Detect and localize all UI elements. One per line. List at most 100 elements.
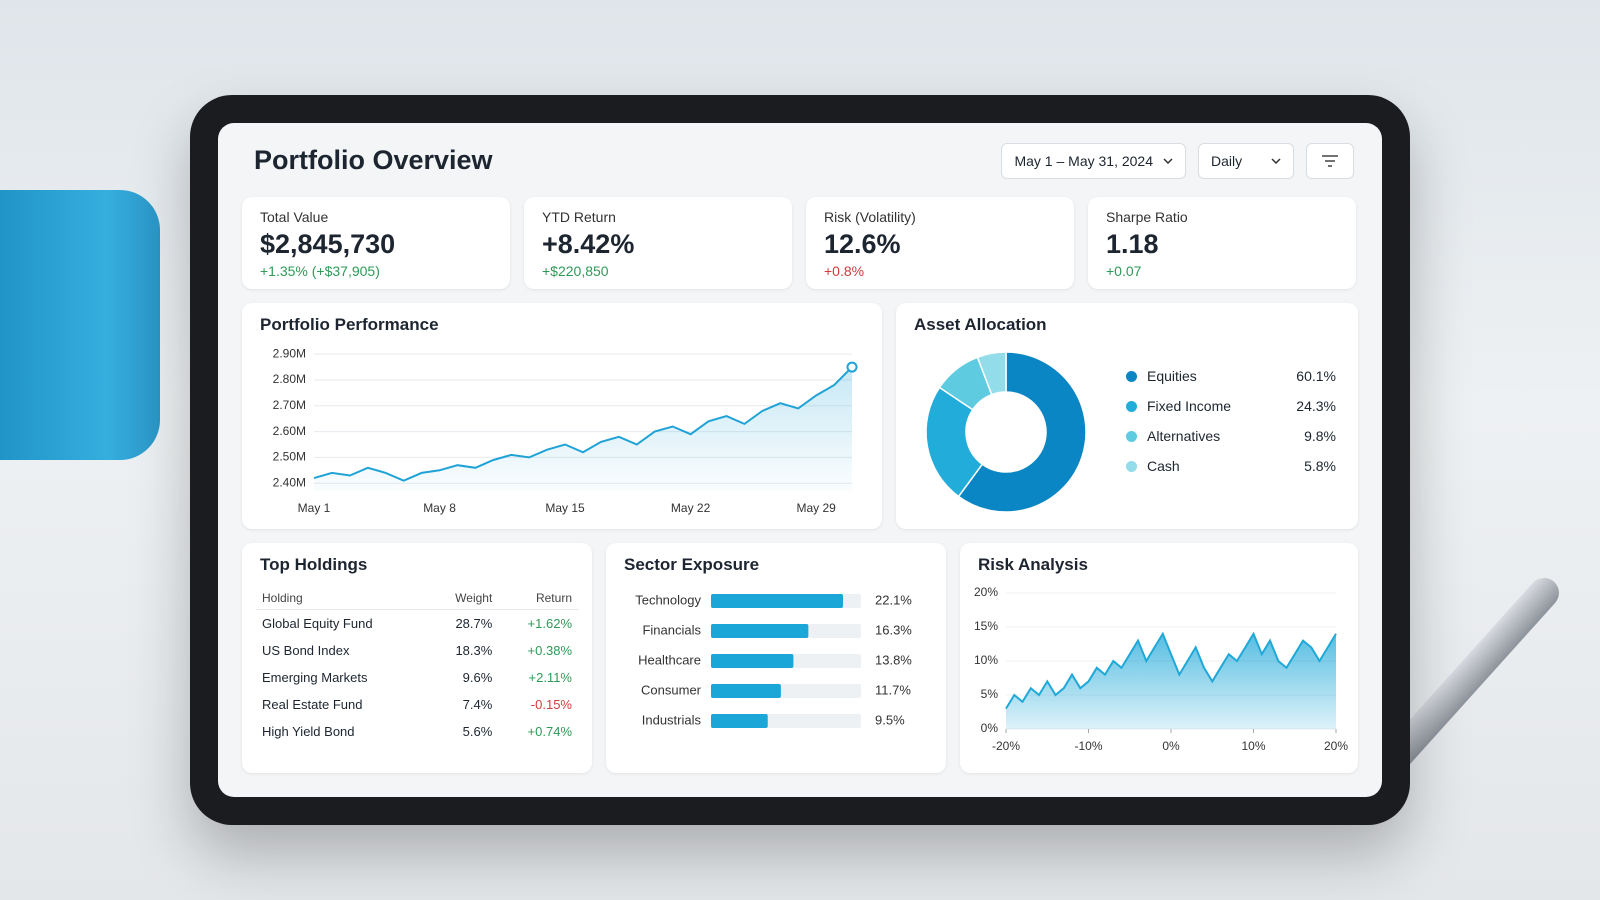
performance-card: Portfolio Performance 2.40M 2.50M 2.60M 2.7… (242, 303, 882, 529)
sector-chart: Technology 22.1% Financials 16.3% Healthcare… (635, 592, 912, 728)
kpi-change: +0.07 (1106, 263, 1142, 279)
bar-label: Financials (642, 622, 701, 637)
table-row: Emerging Markets 9.6% +2.11% (256, 664, 578, 691)
table-cell: 18.3% (455, 643, 493, 658)
tablet: Portfolio Overview May 1 – May 31, 2024 … (190, 95, 1410, 825)
table-row: Real Estate Fund 7.4% -0.15% (256, 691, 578, 718)
bar-label: Healthcare (638, 652, 701, 667)
value-label: 11.7% (875, 682, 911, 697)
card-title: Sector Exposure (624, 555, 760, 574)
performance-chart: 2.40M 2.50M 2.60M 2.70M 2.80M 2.90M May 1 May 8… (273, 346, 858, 515)
bar-label: Technology (635, 592, 701, 607)
table-cell: -0.15% (530, 697, 572, 712)
holdings-table: Holding Weight Return Global Equity Fund 28.… (256, 587, 578, 745)
legend-swatch (1126, 460, 1137, 472)
x-tick-label: 0% (1162, 739, 1180, 753)
table-cell: 28.7% (455, 616, 493, 631)
risk-card: Risk Analysis 0% 5% 10% 15% 20% -20% -10% 0% 10%… (960, 543, 1358, 773)
bar (711, 714, 768, 728)
y-tick-label: 0% (981, 721, 999, 735)
date-range-text: May 1 – May 31, 2024 (1014, 153, 1153, 169)
x-tick-label: May 22 (671, 501, 711, 515)
column-header: Weight (428, 587, 499, 610)
screen: Portfolio Overview May 1 – May 31, 2024 … (218, 123, 1382, 797)
allocation-card: Asset Allocation Equities 60.1% Fixed Inco… (896, 303, 1358, 529)
legend-value: 5.8% (1304, 458, 1336, 474)
y-tick-label: 2.60M (273, 424, 306, 438)
kpi-label: YTD Return (542, 209, 616, 225)
table-cell: 7.4% (462, 697, 493, 712)
table-row: High Yield Bond 5.6% +0.74% (256, 718, 578, 745)
card-title: Asset Allocation (914, 315, 1047, 334)
x-tick-label: 20% (1324, 739, 1348, 753)
x-tick-label: May 29 (796, 501, 836, 515)
card-title: Risk Analysis (978, 555, 1088, 574)
page-title: Portfolio Overview (254, 145, 493, 175)
chevron-icon (1271, 158, 1281, 164)
bar (711, 624, 809, 638)
x-tick-label: May 15 (545, 501, 585, 515)
line (1005, 631, 1337, 710)
x-tick-label: -20% (992, 739, 1020, 753)
filter-icon (1322, 155, 1338, 167)
kpi-change: +0.8% (824, 263, 865, 279)
table-cell: +1.62% (527, 616, 572, 631)
holdings-card: Top Holdings Holding Weight Return Global E… (242, 543, 592, 773)
value-label: 22.1% (875, 592, 912, 607)
legend-swatch (1126, 400, 1137, 412)
table-cell: Global Equity Fund (262, 616, 373, 631)
sectors-card: Sector Exposure Technology 22.1% Financial… (606, 543, 946, 773)
y-tick-label: 10% (974, 653, 998, 667)
controls: May 1 – May 31, 2024 Daily (1001, 143, 1354, 179)
x-tick-label: -10% (1074, 739, 1102, 753)
legend-value: 9.8% (1304, 428, 1336, 444)
legend-value: 60.1% (1296, 368, 1336, 384)
kpi-card: YTD Return +8.42% +$220,850 (524, 197, 792, 289)
legend-entry: Cash 5.8% (1126, 451, 1336, 481)
kpi-change: +1.35% (+$37,905) (260, 263, 380, 279)
risk-chart: 0% 5% 10% 15% 20% -20% -10% 0% 10% 20% (974, 585, 1348, 753)
table-row: US Bond Index 18.3% +0.38% (256, 637, 578, 664)
bar-label: Industrials (642, 712, 702, 727)
kpi-value: +8.42% (542, 229, 635, 259)
y-tick-label: 2.80M (273, 372, 306, 386)
legend-label: Alternatives (1147, 428, 1221, 444)
legend-swatch (1126, 430, 1137, 442)
y-tick-label: 2.50M (273, 450, 306, 464)
chevron-icon (1163, 158, 1173, 164)
filter-button[interactable] (1306, 143, 1354, 179)
area (314, 367, 852, 491)
table-cell: 9.6% (462, 670, 493, 685)
legend-entry: Fixed Income 24.3% (1126, 391, 1336, 421)
value-label: 9.5% (875, 712, 905, 727)
table-row: Global Equity Fund 28.7% +1.62% (256, 610, 578, 638)
x-tick-label: May 1 (298, 501, 331, 515)
donut-slice (957, 351, 1087, 513)
table-cell: +0.38% (527, 643, 572, 658)
kpi-label: Total Value (260, 209, 329, 225)
interval-dropdown[interactable]: Daily (1198, 143, 1294, 179)
kpi-change: +$220,850 (542, 263, 609, 279)
bar (711, 684, 781, 698)
kpi-label: Risk (Volatility) (824, 209, 916, 225)
card-title: Portfolio Performance (260, 315, 439, 334)
table-cell: US Bond Index (262, 643, 350, 658)
legend-entry: Alternatives 9.8% (1126, 421, 1336, 451)
y-tick-label: 20% (974, 585, 998, 599)
table-cell: Real Estate Fund (262, 697, 363, 712)
coffee-cup (0, 190, 160, 460)
donut-slice (925, 386, 984, 498)
kpi-value: 1.18 (1106, 229, 1159, 259)
kpi-label: Sharpe Ratio (1106, 209, 1188, 225)
donut-slice (976, 351, 1007, 396)
table-cell: High Yield Bond (262, 724, 355, 739)
interval-text: Daily (1211, 153, 1243, 169)
card-title: Top Holdings (260, 555, 368, 574)
line (313, 366, 853, 482)
x-tick-label: 10% (1241, 739, 1265, 753)
table-cell: Emerging Markets (262, 670, 368, 685)
date-range-dropdown[interactable]: May 1 – May 31, 2024 (1001, 143, 1186, 179)
column-header: Return (498, 587, 578, 610)
allocation-chart (925, 351, 1087, 513)
